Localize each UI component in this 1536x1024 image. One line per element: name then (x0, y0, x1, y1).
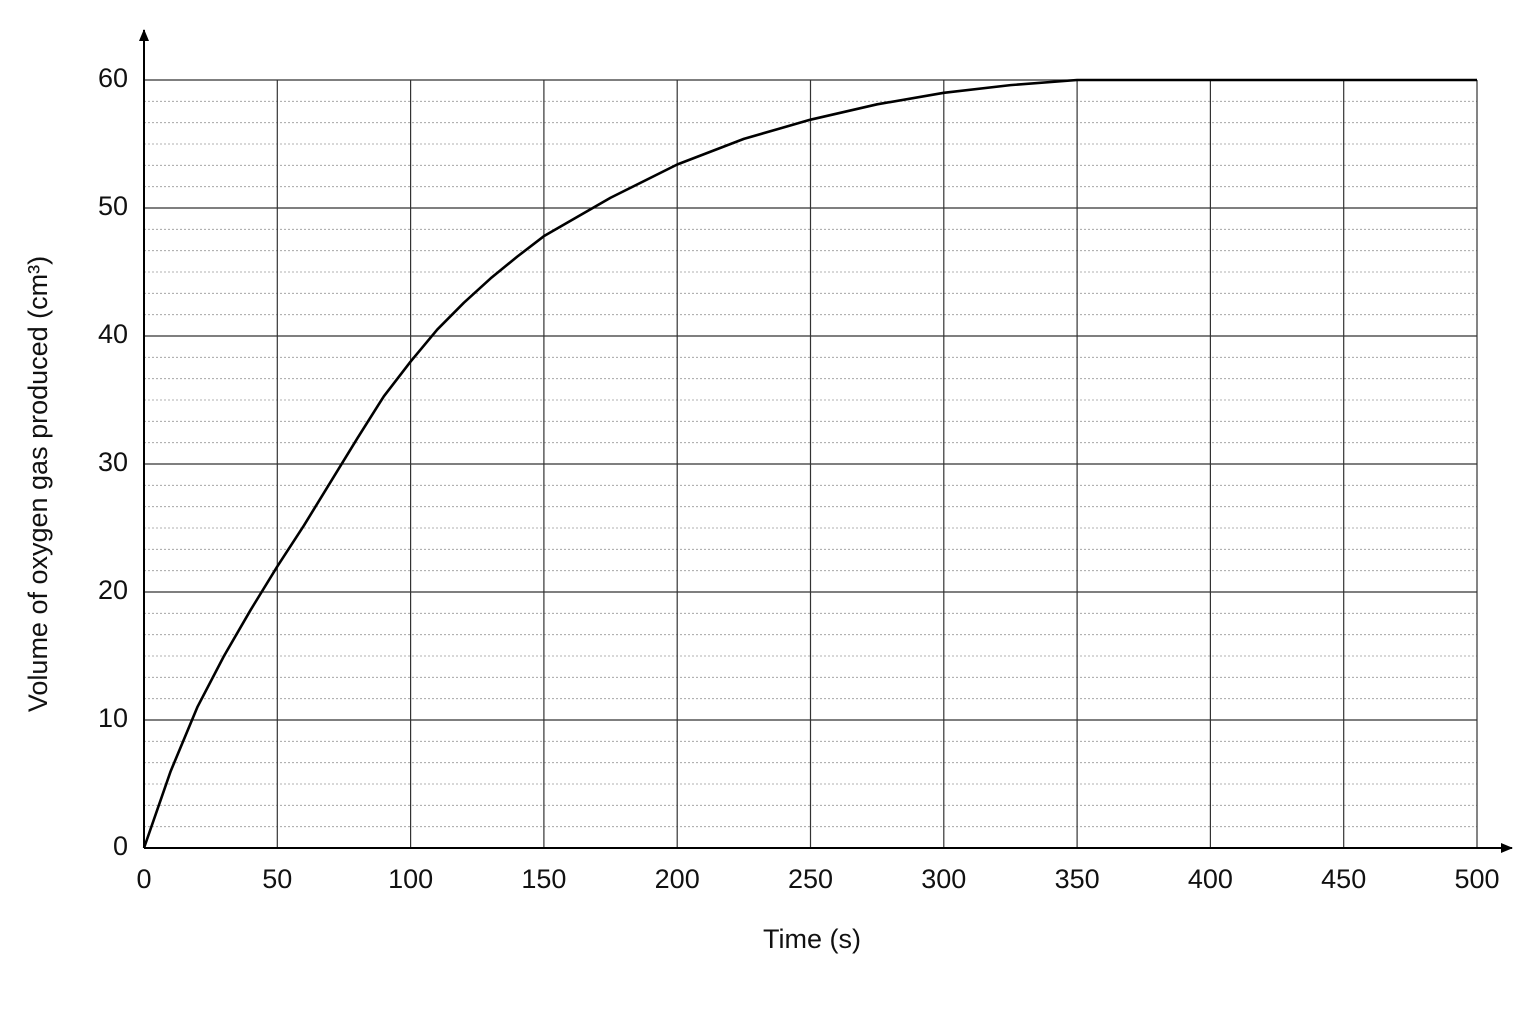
x-tick-label: 50 (262, 864, 292, 894)
y-tick-label: 60 (98, 63, 128, 93)
data-line (142, 78, 1477, 849)
y-tick-label: 0 (113, 831, 128, 861)
plot (142, 78, 1477, 849)
y-tick-label: 10 (98, 703, 128, 733)
x-tick-label: 300 (921, 864, 966, 894)
x-tick-label: 400 (1188, 864, 1233, 894)
x-tick-label: 500 (1454, 864, 1499, 894)
y-tick-label: 30 (98, 447, 128, 477)
x-tick-label: 0 (136, 864, 151, 894)
grid (143, 79, 1478, 849)
x-tick-label: 350 (1055, 864, 1100, 894)
y-tick-label: 40 (98, 319, 128, 349)
x-tick-label: 150 (521, 864, 566, 894)
x-tick-label: 450 (1321, 864, 1366, 894)
x-axis-label: Time (s) (763, 924, 861, 954)
x-tick-label: 100 (388, 864, 433, 894)
y-axis-label: Volume of oxygen gas produced (cm³) (23, 256, 53, 712)
x-tick-label: 250 (788, 864, 833, 894)
x-tick-label: 200 (655, 864, 700, 894)
y-tick-label: 50 (98, 191, 128, 221)
y-tick-label: 20 (98, 575, 128, 605)
